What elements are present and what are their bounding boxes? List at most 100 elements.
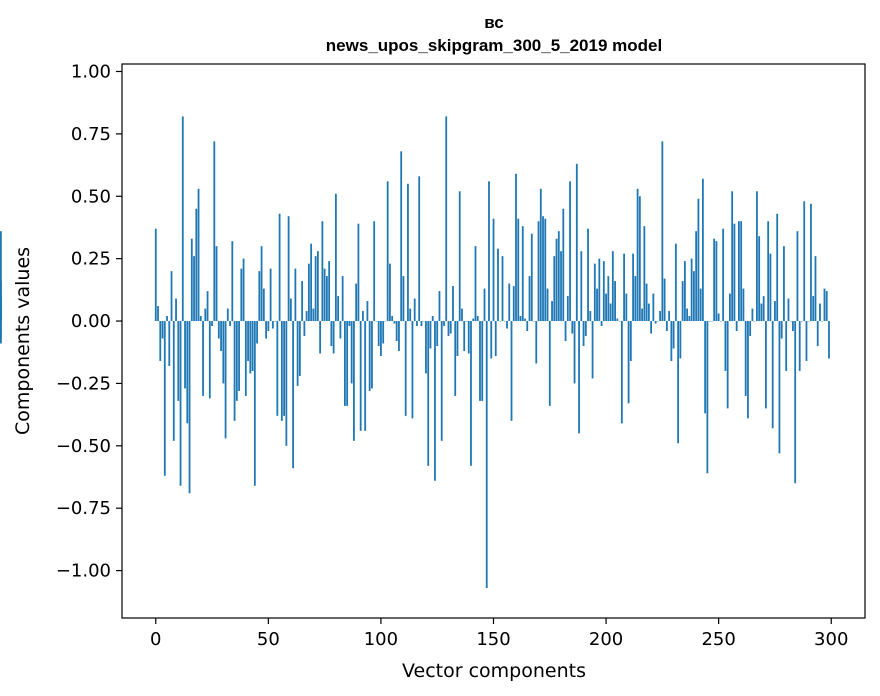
bar [249,321,252,374]
bar [539,188,542,322]
bar [366,301,369,322]
chart-title: вс [484,13,503,32]
bar [208,321,211,399]
bar [452,286,454,322]
bar [262,288,265,322]
y-tick-label: 0.75 [71,124,111,145]
bar [172,321,175,441]
bar [389,263,391,322]
x-axis-ticks: 0 50 100 150 200 250 300 [150,618,848,650]
bar [686,308,689,322]
bar [429,321,432,349]
bar [756,191,758,322]
bar [181,116,184,322]
bar [197,188,200,322]
bar [303,321,306,337]
bar [314,256,317,322]
bar [386,181,389,322]
bar [521,226,524,322]
bar [584,321,587,337]
bar [188,321,191,494]
bar [276,321,279,416]
bar [654,321,657,324]
bar [697,198,700,322]
bar [467,321,470,354]
bar [661,141,664,322]
bar [578,321,580,434]
chart-subtitle: news_upos_skipgram_300_5_2019 model [326,36,662,55]
bar [393,321,396,324]
bars-group [0,116,830,589]
bar [582,321,585,346]
bar [409,308,412,322]
bar [310,243,313,322]
bar [443,321,445,327]
bar [548,321,551,406]
bar [344,321,346,406]
bar [0,281,2,322]
bar [792,321,794,332]
bar [812,296,815,322]
bar [726,321,729,409]
bar [670,321,673,361]
bar [456,321,459,356]
bar [420,321,423,327]
bar [434,321,436,481]
bar [481,321,484,401]
bar [472,318,475,322]
bar [253,321,256,486]
y-tick-label: 0.50 [71,186,111,207]
bar [483,288,486,322]
bar [803,201,806,322]
bar [589,311,592,322]
bar [233,321,236,421]
bar [747,321,749,419]
bar [199,316,202,322]
bar [641,308,643,322]
bar [278,213,281,322]
bar [785,321,788,371]
y-axis-ticks: −1.00 −0.75 −0.50 −0.25 0.00 0.25 0.50 0.75 1.00 [56,61,122,582]
bar [488,181,490,322]
bar [321,221,324,322]
bar [758,236,761,322]
bar [436,321,439,346]
bar [348,321,351,327]
bar [699,288,702,322]
bar [179,321,182,486]
bar [616,318,619,322]
bar [337,296,340,322]
bar [611,251,614,322]
bar [355,283,358,322]
bar [632,253,634,322]
bar [733,223,736,322]
bar [546,288,549,322]
bar [647,303,650,322]
bar [0,321,2,344]
bar [226,308,229,322]
bar [528,276,531,322]
bar [506,321,508,329]
bar [778,321,781,454]
bar [780,321,783,339]
bar [328,261,331,322]
bar [339,321,342,339]
bar [629,321,632,361]
bar [407,183,409,322]
bar [265,321,267,339]
bar [810,203,812,322]
bar [722,228,725,322]
bar [177,321,180,401]
bar [704,321,707,414]
x-tick-label: 300 [814,629,848,650]
bar [625,293,628,322]
bar [607,276,610,322]
bar [190,238,193,322]
bar [729,293,731,322]
bar [825,291,828,322]
bar [596,288,598,322]
bar [515,173,517,322]
bar [805,321,808,361]
bar [636,188,639,322]
y-tick-label: 0.00 [71,311,111,332]
